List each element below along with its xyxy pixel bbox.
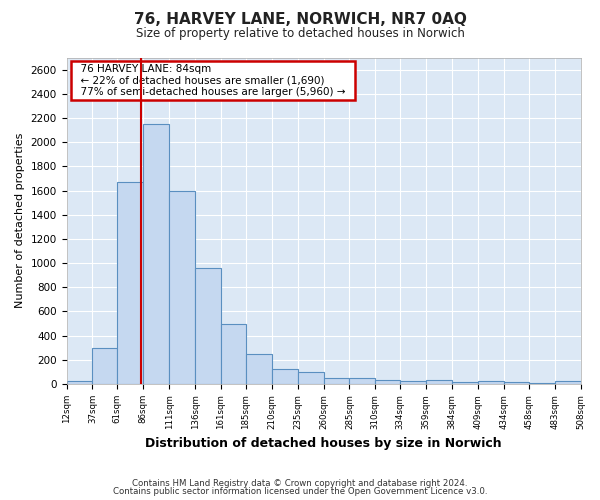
Bar bbox=[272, 369, 298, 384]
Bar bbox=[554, 381, 581, 384]
Text: 76 HARVEY LANE: 84sqm
  ← 22% of detached houses are smaller (1,690)
  77% of se: 76 HARVEY LANE: 84sqm ← 22% of detached … bbox=[74, 64, 352, 97]
Bar bbox=[143, 124, 169, 384]
Bar bbox=[221, 324, 246, 384]
Bar bbox=[118, 182, 143, 384]
Y-axis label: Number of detached properties: Number of detached properties bbox=[15, 133, 25, 308]
Bar bbox=[195, 268, 221, 384]
Text: Size of property relative to detached houses in Norwich: Size of property relative to detached ho… bbox=[136, 28, 464, 40]
Bar bbox=[169, 190, 195, 384]
Bar bbox=[349, 378, 376, 384]
Bar bbox=[246, 354, 272, 384]
Text: Contains public sector information licensed under the Open Government Licence v3: Contains public sector information licen… bbox=[113, 487, 487, 496]
Bar bbox=[376, 380, 400, 384]
Bar bbox=[67, 381, 92, 384]
Bar bbox=[478, 381, 504, 384]
X-axis label: Distribution of detached houses by size in Norwich: Distribution of detached houses by size … bbox=[145, 437, 502, 450]
Bar bbox=[92, 348, 118, 384]
Bar bbox=[426, 380, 452, 384]
Bar bbox=[298, 372, 323, 384]
Text: Contains HM Land Registry data © Crown copyright and database right 2024.: Contains HM Land Registry data © Crown c… bbox=[132, 478, 468, 488]
Bar bbox=[452, 382, 478, 384]
Text: 76, HARVEY LANE, NORWICH, NR7 0AQ: 76, HARVEY LANE, NORWICH, NR7 0AQ bbox=[134, 12, 466, 28]
Bar bbox=[504, 382, 529, 384]
Bar bbox=[400, 381, 426, 384]
Bar bbox=[323, 378, 349, 384]
